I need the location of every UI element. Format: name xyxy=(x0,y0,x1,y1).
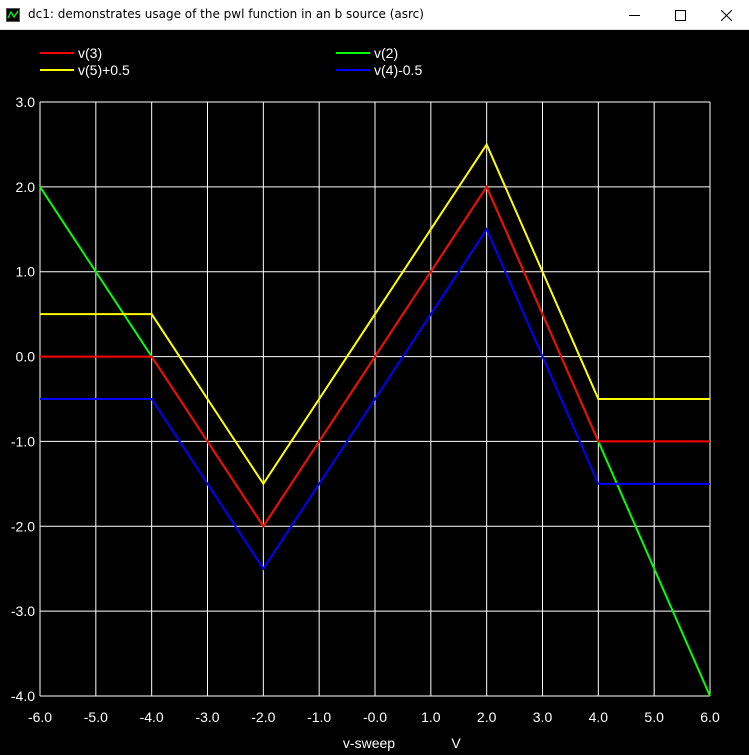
x-tick-label: 1.0 xyxy=(421,709,441,725)
y-tick-label: -4.0 xyxy=(11,688,35,704)
minimize-button[interactable] xyxy=(611,0,657,30)
close-icon xyxy=(720,9,732,21)
y-tick-label: 3.0 xyxy=(16,94,36,110)
y-axis-tick-labels: 3.0 2.0 1.0 0.0 -1.0 -2.0 -3.0 -4.0 xyxy=(11,94,35,704)
series-lines xyxy=(39,142,711,697)
series-line-v(3) xyxy=(40,184,710,529)
x-tick-label: -6.0 xyxy=(28,709,52,725)
y-tick-label: 0.0 xyxy=(16,349,36,365)
x-tick-label: -0.0 xyxy=(363,709,387,725)
x-axis-label: v-sweep xyxy=(343,735,395,751)
series-line-v(4)-0.5 xyxy=(40,227,710,571)
x-tick-label: -5.0 xyxy=(84,709,108,725)
y-tick-label: 1.0 xyxy=(16,264,36,280)
x-tick-label: 2.0 xyxy=(477,709,497,725)
series-line-v(5)+0.5 xyxy=(40,142,710,486)
y-tick-label: 2.0 xyxy=(16,179,36,195)
legend-label: v(4)-0.5 xyxy=(374,62,422,78)
x-tick-label: -3.0 xyxy=(195,709,219,725)
legend-label: v(5)+0.5 xyxy=(78,62,130,78)
plot-area: v(3) v(2) v(5)+0.5 v(4)-0.5 -6.0 -5.0 -4.0 -3.… xyxy=(11,45,720,751)
x-axis-unit: V xyxy=(451,735,461,751)
legend-label: v(3) xyxy=(78,45,102,61)
maximize-button[interactable] xyxy=(657,0,703,30)
window-title: dc1: demonstrates usage of the pwl funct… xyxy=(28,7,424,21)
minimize-icon xyxy=(628,14,640,16)
x-tick-label: -1.0 xyxy=(307,709,331,725)
legend: v(3) v(2) v(5)+0.5 v(4)-0.5 xyxy=(40,45,422,78)
x-tick-label: 4.0 xyxy=(589,709,609,725)
x-tick-label: -4.0 xyxy=(140,709,164,725)
legend-label: v(2) xyxy=(374,45,398,61)
y-tick-label: -2.0 xyxy=(11,518,35,534)
maximize-icon xyxy=(674,9,686,21)
app-icon xyxy=(6,8,20,22)
x-tick-label: 5.0 xyxy=(644,709,664,725)
close-button[interactable] xyxy=(703,0,749,30)
title-bar: dc1: demonstrates usage of the pwl funct… xyxy=(0,0,749,30)
y-tick-label: -1.0 xyxy=(11,433,35,449)
x-tick-label: -2.0 xyxy=(251,709,275,725)
x-tick-label: 3.0 xyxy=(533,709,553,725)
x-axis-tick-labels: -6.0 -5.0 -4.0 -3.0 -2.0 -1.0 -0.0 1.0 2.0 3.0 4.0… xyxy=(28,709,720,725)
x-tick-label: 6.0 xyxy=(700,709,720,725)
y-tick-label: -3.0 xyxy=(11,603,35,619)
